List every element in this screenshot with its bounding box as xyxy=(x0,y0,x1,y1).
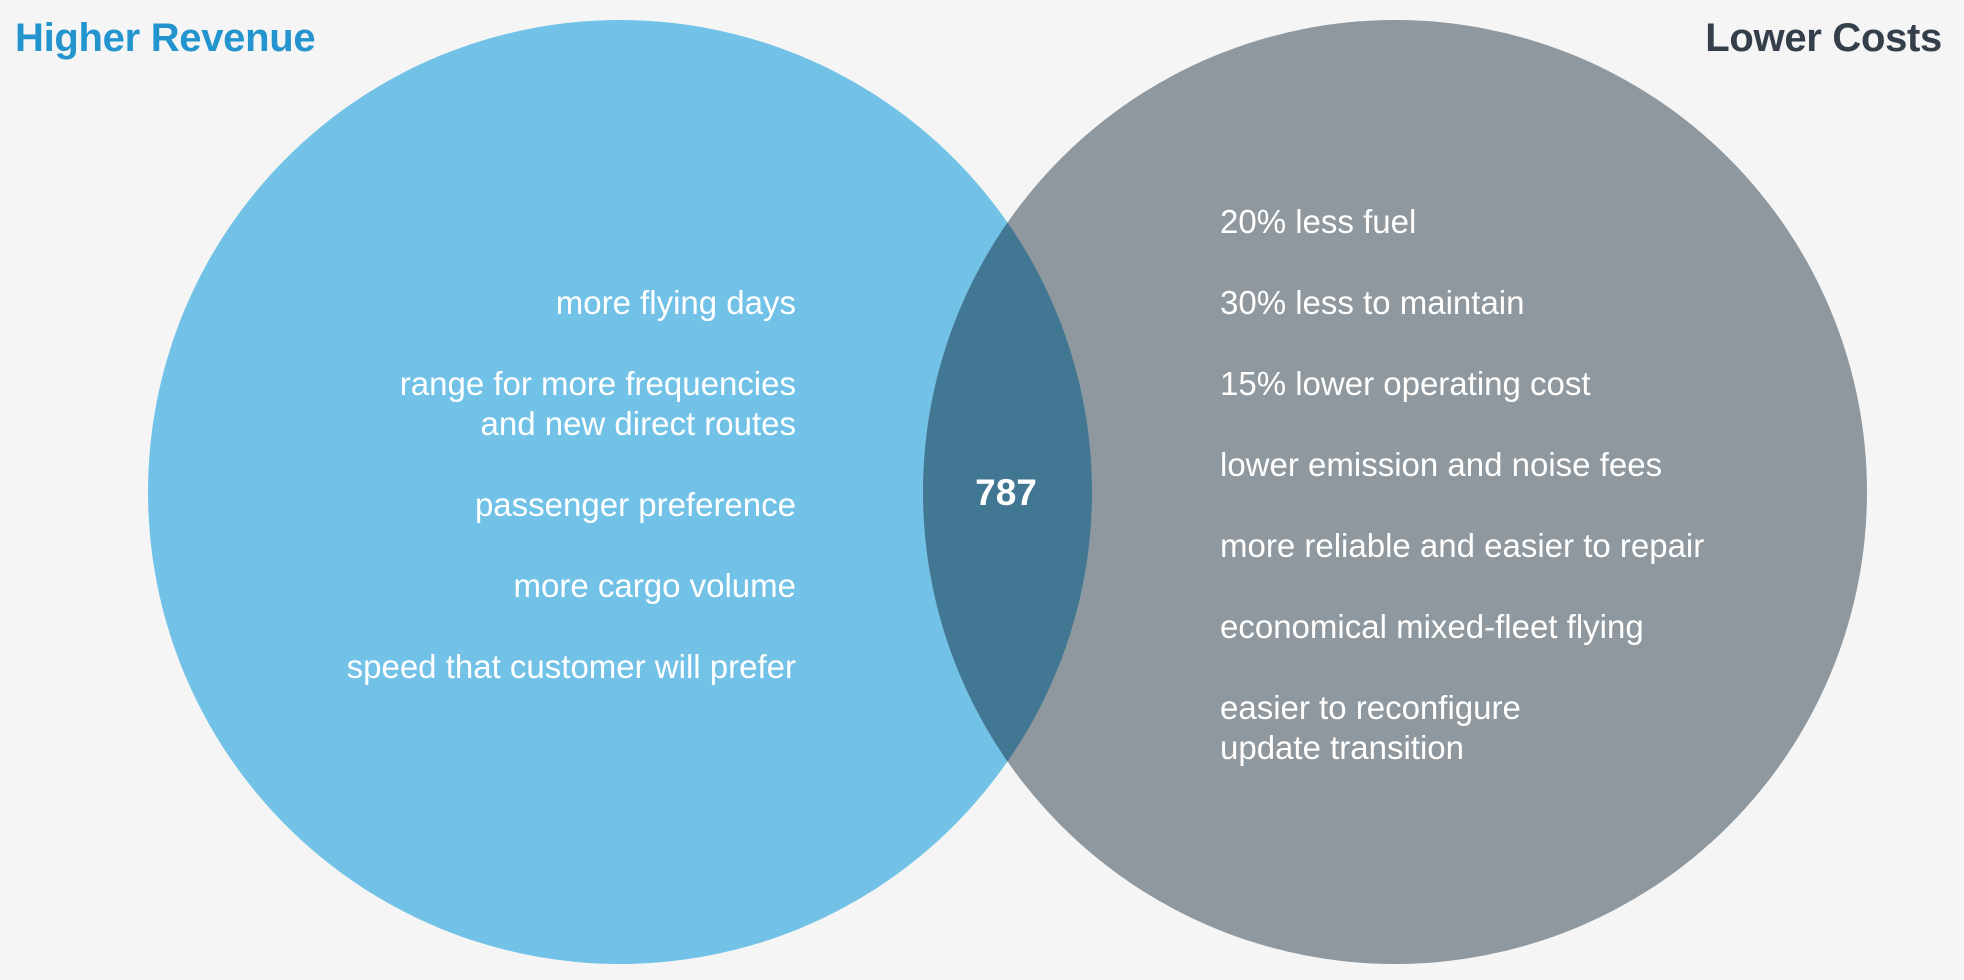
revenue-benefit-item: more cargo volume xyxy=(347,566,796,606)
revenue-benefit-item: more flying days xyxy=(347,283,796,323)
cost-benefit-item: economical mixed-fleet flying xyxy=(1220,607,1704,647)
revenue-benefit-item-line: range for more frequencies xyxy=(399,365,796,402)
lower-costs-title: Lower Costs xyxy=(1705,16,1942,60)
revenue-benefit-item-line: passenger preference xyxy=(474,486,796,523)
cost-benefit-item: 20% less fuel xyxy=(1220,202,1704,242)
cost-benefit-item-line: more reliable and easier to repair xyxy=(1220,527,1705,564)
revenue-benefit-item: passenger preference xyxy=(347,485,796,525)
cost-benefit-item-line: economical mixed-fleet flying xyxy=(1220,608,1644,645)
costs-circle xyxy=(923,20,1867,964)
cost-benefit-item: 15% lower operating cost xyxy=(1220,364,1704,404)
revenue-benefits-list: more flying days range for more frequenci… xyxy=(347,283,796,728)
higher-revenue-title: Higher Revenue xyxy=(15,16,316,60)
revenue-benefit-item: speed that customer will prefer xyxy=(347,647,796,687)
cost-benefits-list: 20% less fuel 30% less to maintain 15% low… xyxy=(1220,202,1704,809)
revenue-benefit-item-line: speed that customer will prefer xyxy=(346,648,796,685)
cost-benefit-item: easier to reconfigure update transition xyxy=(1220,688,1704,768)
cost-benefit-item: more reliable and easier to repair xyxy=(1220,526,1704,566)
cost-benefit-item: 30% less to maintain xyxy=(1220,283,1704,323)
revenue-benefit-item: range for more frequencies and new direct… xyxy=(347,364,796,444)
revenue-benefit-item-line: more flying days xyxy=(555,284,796,321)
cost-benefit-item-line: easier to reconfigure xyxy=(1220,689,1521,726)
revenue-benefit-item-line: and new direct routes xyxy=(480,405,796,442)
cost-benefit-item-line: 30% less to maintain xyxy=(1220,284,1525,321)
cost-benefit-item-line: 20% less fuel xyxy=(1220,203,1417,240)
revenue-benefit-item-line: more cargo volume xyxy=(513,567,796,604)
cost-benefit-item-line: update transition xyxy=(1220,729,1465,766)
aircraft-model-label: 787 xyxy=(975,472,1037,513)
cost-benefit-item: lower emission and noise fees xyxy=(1220,445,1704,485)
revenue-circle xyxy=(148,20,1092,964)
cost-benefit-item-line: lower emission and noise fees xyxy=(1220,446,1663,483)
cost-benefit-item-line: 15% lower operating cost xyxy=(1220,365,1591,402)
